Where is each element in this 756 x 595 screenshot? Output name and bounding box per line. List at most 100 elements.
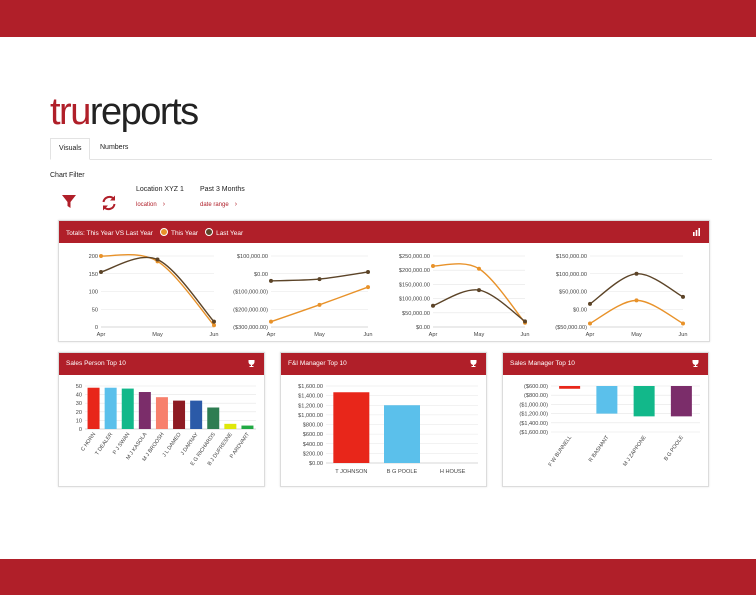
y-tick-label: $250,000.00: [399, 254, 430, 260]
series-line-this-year: [432, 263, 526, 324]
y-tick-label: $200.00: [303, 451, 323, 457]
y-tick-label: ($1,000.00): [519, 402, 548, 408]
sales-person-panel-header: Sales Person Top 10: [59, 353, 264, 375]
data-point: [269, 319, 273, 324]
y-tick-label: $100,000.00: [399, 297, 430, 303]
x-tick-label: Jun: [363, 332, 372, 338]
data-point: [155, 257, 160, 262]
data-point: [477, 288, 481, 293]
y-tick-label: ($50,000.00): [555, 325, 587, 331]
sales-person-panel-title: Sales Person Top 10: [66, 360, 126, 367]
bar: [384, 405, 420, 463]
bar: [138, 392, 151, 429]
y-tick-label: ($200,000.00): [233, 307, 268, 313]
sales-manager-panel-header: Sales Manager Top 10: [503, 353, 708, 375]
y-tick-label: ($300,000.00): [233, 325, 268, 331]
line-chart-4: $150,000.00 $100,000.00 $50,000.00 $0.00 ($5…: [555, 254, 687, 338]
bar: [241, 425, 254, 429]
bar: [155, 397, 168, 429]
y-tick-label: $1,200.00: [298, 403, 323, 409]
data-point: [431, 263, 435, 268]
bar: [559, 386, 581, 389]
y-tick-label: $50,000.00: [402, 311, 430, 317]
x-tick-label: H HOUSE: [440, 469, 466, 475]
data-point: [317, 302, 322, 307]
y-tick-label: $150,000.00: [556, 254, 587, 260]
data-point: [634, 271, 639, 276]
legend-last-year[interactable]: Last Year: [216, 230, 244, 237]
tab-numbers[interactable]: Numbers: [100, 144, 129, 151]
line-chart-1: 200150100500AprMayJunUNITS SOLD: [89, 253, 219, 338]
series-line-this-year: [589, 299, 684, 325]
y-tick-label: $1,000.00: [298, 413, 323, 419]
y-tick-label: ($1,600.00): [519, 430, 548, 436]
bar: [190, 400, 203, 429]
x-tick-label: May: [474, 332, 485, 338]
y-tick-label: 10: [76, 418, 82, 424]
y-tick-label: $0.00: [309, 461, 323, 467]
legend-last-year-marker: [205, 228, 214, 236]
data-point: [317, 277, 322, 282]
trophy-icon[interactable]: [691, 359, 700, 368]
y-tick-label: $600.00: [303, 432, 323, 438]
chevron-right-icon: ›: [162, 201, 166, 208]
series-line-last-year: [100, 256, 215, 323]
chart-filter-label: Chart Filter: [50, 172, 85, 179]
y-tick-label: 50: [92, 307, 98, 313]
sales-manager-bar-chart: ($600.00) ($800.00) ($1,000.00) ($1,200.00)…: [519, 384, 700, 468]
data-point: [634, 298, 639, 303]
y-tick-label: $1,600.00: [298, 384, 323, 390]
trophy-icon[interactable]: [247, 359, 256, 368]
x-tick-label: T JOHNSON: [335, 469, 367, 475]
y-tick-label: 150: [89, 272, 98, 278]
x-tick-label: May: [314, 332, 325, 338]
data-point: [523, 319, 527, 324]
bar: [121, 388, 134, 429]
x-tick-label: Jun: [209, 332, 218, 338]
trophy-icon[interactable]: [469, 359, 478, 368]
top-band: [0, 0, 756, 37]
sales-manager-panel-title: Sales Manager Top 10: [510, 360, 575, 367]
filter-icon[interactable]: [61, 194, 77, 210]
date-filter-title: Past 3 Months: [200, 186, 245, 193]
data-point: [431, 303, 435, 308]
x-tick-label: May: [152, 332, 163, 338]
trureports-logo: trureports: [50, 91, 199, 133]
location-filter-link[interactable]: location ›: [136, 201, 166, 208]
x-tick-label: B G POOLE: [387, 469, 418, 475]
date-range-link[interactable]: date range ›: [200, 201, 238, 208]
y-tick-label: 20: [76, 410, 82, 416]
data-point: [212, 323, 216, 328]
y-tick-label: $100,000.00: [556, 272, 587, 278]
data-point: [477, 266, 481, 271]
y-tick-label: ($800.00): [524, 393, 548, 399]
legend-this-year[interactable]: This Year: [170, 230, 199, 237]
fi-manager-panel-header: F&I Manager Top 10: [281, 353, 486, 375]
bar-chart-2: $1,600.00 $1,400.00 $1,200.00 $1,000.00 $800…: [298, 384, 478, 475]
chevron-right-icon: ›: [234, 201, 238, 208]
bar: [173, 400, 186, 429]
series-line-last-year: [432, 289, 526, 322]
refresh-icon[interactable]: [100, 194, 118, 212]
x-tick-label: Apr: [267, 332, 276, 338]
data-point: [588, 321, 592, 326]
bar: [104, 387, 117, 429]
bar: [224, 423, 237, 429]
x-tick-label: Apr: [429, 332, 438, 338]
bar-chart-icon[interactable]: [692, 227, 701, 236]
fi-manager-panel-title: F&I Manager Top 10: [288, 360, 347, 367]
x-tick-label: R BASHANT: [588, 434, 611, 463]
x-tick-label: Jun: [520, 332, 529, 338]
y-tick-label: $50,000.00: [559, 290, 587, 296]
x-tick-label: Apr: [97, 332, 106, 338]
bottom-band: [0, 559, 756, 595]
data-point: [681, 294, 685, 299]
x-tick-label: May: [631, 332, 642, 338]
x-tick-label: Apr: [586, 332, 595, 338]
data-point: [366, 285, 370, 290]
tab-visuals[interactable]: Visuals: [50, 138, 91, 160]
y-tick-label: $200,000.00: [399, 268, 430, 274]
x-tick-label: B G POOLE: [663, 434, 685, 462]
